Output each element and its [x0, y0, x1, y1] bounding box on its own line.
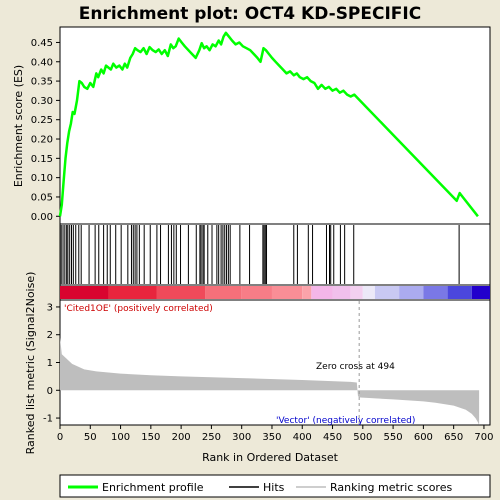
- es-y-tick-label-2: 0.10: [31, 173, 53, 184]
- metric-y-axis: -1 0 1 2 3: [43, 302, 60, 425]
- es-y-tick-label-6: 0.30: [31, 96, 53, 107]
- metric-y-tick-label-2: 1: [47, 358, 53, 369]
- metric-x-tick-label-4: 200: [172, 432, 191, 443]
- color-bar-segment-15: [471, 286, 490, 299]
- hit-marks: [60, 225, 460, 284]
- metric-x-tick-label-10: 500: [353, 432, 372, 443]
- metric-x-tick-label-9: 450: [323, 432, 342, 443]
- metric-y-tick-label-1: 0: [47, 386, 53, 397]
- metric-x-axis: 0 50 100 150 200 250 300 350 400 450 500 550 600 650 7…: [57, 425, 493, 443]
- es-y-tick-label-9: 0.45: [31, 38, 53, 49]
- negative-correlation-label: 'Vector' (negatively correlated): [276, 416, 415, 426]
- es-y-tick-label-3: 0.15: [31, 154, 53, 165]
- es-y-tick-label-1: 0.05: [31, 192, 53, 203]
- metric-x-tick-label-2: 100: [111, 432, 130, 443]
- color-bar-segment-0: [60, 286, 109, 299]
- es-y-axis-label: Enrichment score (ES): [12, 65, 25, 187]
- metric-x-tick-label-6: 300: [232, 432, 251, 443]
- color-bar-segment-2: [156, 286, 206, 299]
- color-bar-segment-13: [423, 286, 448, 299]
- metric-x-tick-label-7: 350: [262, 432, 281, 443]
- es-y-tick-label-8: 0.40: [31, 57, 53, 68]
- color-bar-segment-3: [205, 286, 242, 299]
- rank-color-bar: [60, 286, 490, 299]
- metric-y-tick-label-4: 3: [47, 302, 53, 313]
- metric-x-tick-label-3: 150: [141, 432, 160, 443]
- legend-label-hits: Hits: [263, 481, 285, 494]
- metric-x-tick-label-11: 550: [384, 432, 403, 443]
- legend: Enrichment profile Hits Ranking metric s…: [59, 474, 491, 498]
- es-y-tick-label-5: 0.25: [31, 115, 53, 126]
- ranking-metric-area: [60, 337, 480, 425]
- es-plot-area: [59, 26, 491, 225]
- es-y-tick-label-0: 0.00: [31, 212, 53, 223]
- es-y-axis: 0.00 0.05 0.10 0.15 0.20 0.25 0.30 0.35 0.40 0.45: [31, 38, 60, 223]
- legend-label-metric: Ranking metric scores: [330, 481, 452, 494]
- metric-x-tick-label-8: 400: [293, 432, 312, 443]
- color-bar-segment-8: [332, 286, 351, 299]
- metric-y-tick-label-3: 2: [47, 330, 53, 341]
- es-y-tick-label-7: 0.35: [31, 77, 53, 88]
- es-y-tick-label-4: 0.20: [31, 135, 53, 146]
- legend-label-enrichment: Enrichment profile: [102, 481, 204, 494]
- metric-x-tick-label-0: 0: [57, 432, 63, 443]
- color-bar-segment-12: [399, 286, 424, 299]
- color-bar-segment-5: [271, 286, 303, 299]
- zero-cross-label: Zero cross at 494: [316, 362, 395, 372]
- metric-y-axis-label: Ranked list metric (Signal2Noise): [24, 272, 37, 455]
- color-bar-segment-1: [108, 286, 157, 299]
- hits-plot-area: [59, 223, 491, 286]
- enrichment-profile-line: [58, 31, 479, 218]
- es-panel: 0.00 0.05 0.10 0.15 0.20 0.25 0.30 0.35 0.40 0.45…: [12, 26, 491, 225]
- color-bar-segment-4: [241, 286, 272, 299]
- color-bar-segment-6: [302, 286, 312, 299]
- legend-box: [59, 474, 491, 498]
- chart-title: Enrichment plot: OCT4 KD-SPECIFIC: [79, 4, 421, 24]
- positive-correlation-label: 'Cited1OE' (positively correlated): [64, 304, 213, 314]
- metric-y-tick-label-0: -1: [43, 414, 53, 425]
- metric-x-tick-label-1: 50: [84, 432, 97, 443]
- color-bar-segment-11: [374, 286, 400, 299]
- metric-x-tick-label-14: 700: [474, 432, 493, 443]
- color-bar-panel: [59, 284, 491, 301]
- metric-plot-area: [59, 299, 491, 426]
- color-bar-segment-14: [447, 286, 472, 299]
- metric-x-tick-label-12: 600: [414, 432, 433, 443]
- metric-x-axis-label: Rank in Ordered Dataset: [202, 451, 339, 464]
- color-bar-segment-10: [362, 286, 375, 299]
- metric-panel: -1 0 1 2 3 0 50 100 150 200 250 300 350 400 450 500 550…: [24, 272, 493, 464]
- color-bar-segment-9: [350, 286, 363, 299]
- metric-x-tick-label-5: 250: [202, 432, 221, 443]
- hits-panel: [59, 223, 491, 286]
- metric-x-tick-label-13: 650: [444, 432, 463, 443]
- color-bar-segment-7: [311, 286, 333, 299]
